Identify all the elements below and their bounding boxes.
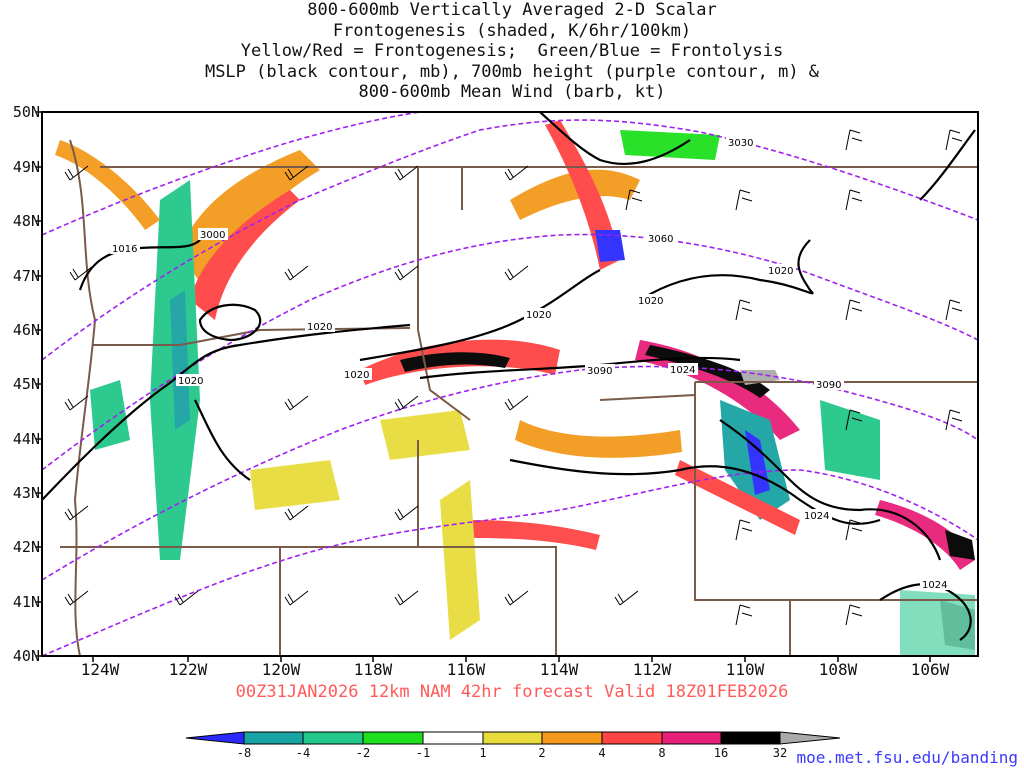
colorbar-segment xyxy=(185,731,245,745)
colorbar-tick: 2 xyxy=(538,746,546,760)
mslp-label: 1020 xyxy=(768,266,793,277)
height-label: 3060 xyxy=(648,234,673,245)
colorbar-tick: 8 xyxy=(658,746,666,760)
lat-label: 40N xyxy=(12,647,40,665)
lon-label: 124W xyxy=(80,660,120,679)
colorbar-segment xyxy=(779,731,841,745)
lat-label: 50N xyxy=(12,103,40,121)
axis-ticks xyxy=(36,111,931,662)
colorbar-tick: -1 xyxy=(415,746,431,760)
colorbar-segment xyxy=(661,731,722,745)
colorbar-segment xyxy=(720,731,781,745)
lat-label: 46N xyxy=(12,321,40,339)
colorbar-segment xyxy=(362,731,424,745)
colorbar-tick: 1 xyxy=(479,746,487,760)
title-line-1: 800-600mb Vertically Averaged 2-D Scalar xyxy=(307,0,717,20)
lat-label: 45N xyxy=(12,375,40,393)
mslp-label: 1024 xyxy=(670,365,695,376)
colorbar-tick: -8 xyxy=(236,746,252,760)
credit-link[interactable]: moe.met.fsu.edu/banding xyxy=(796,748,1018,767)
lat-label: 44N xyxy=(12,430,40,448)
height-contours xyxy=(42,112,978,656)
lat-label: 49N xyxy=(12,158,40,176)
mslp-label: 1020 xyxy=(307,322,332,333)
colorbar-segment xyxy=(422,731,484,745)
colorbar-segment xyxy=(601,731,663,745)
mslp-label: 1020 xyxy=(344,370,369,381)
height-label: 3030 xyxy=(728,138,753,149)
title-line-5: 800-600mb Mean Wind (barb, kt) xyxy=(358,82,666,102)
height-label: 3000 xyxy=(200,230,225,241)
lon-label: 108W xyxy=(818,660,858,679)
colorbar-segment xyxy=(482,731,543,745)
lon-label: 116W xyxy=(446,660,486,679)
colorbar-tick: 16 xyxy=(713,746,729,760)
lon-label: 118W xyxy=(353,660,393,679)
colorbar-tick: -2 xyxy=(355,746,371,760)
colorbar-tick: -4 xyxy=(295,746,311,760)
lat-label: 43N xyxy=(12,484,40,502)
colorbar-segment xyxy=(541,731,603,745)
lat-label: 48N xyxy=(12,212,40,230)
colorbar-tick: 32 xyxy=(772,746,788,760)
lon-label: 110W xyxy=(725,660,765,679)
title-line-3: Yellow/Red = Frontogenesis; Green/Blue =… xyxy=(240,41,784,61)
lon-label: 120W xyxy=(261,660,301,679)
title-line-4: MSLP (black contour, mb), 700mb height (… xyxy=(204,61,820,82)
forecast-caption: 00Z31JAN2026 12km NAM 42hr forecast Vali… xyxy=(235,682,789,702)
mslp-contours xyxy=(42,112,976,641)
wind-barbs xyxy=(64,129,963,626)
lon-label: 122W xyxy=(168,660,208,679)
colorbar-segment xyxy=(243,731,304,745)
colorbar-segment xyxy=(302,731,364,745)
height-label: 3090 xyxy=(587,366,612,377)
title-line-2: Frontogenesis (shaded, K/6hr/100km) xyxy=(332,20,692,41)
lat-label: 47N xyxy=(12,267,40,285)
lon-label: 106W xyxy=(910,660,950,679)
lon-label: 114W xyxy=(539,660,579,679)
mslp-label: 1020 xyxy=(526,310,551,321)
height-label: 3090 xyxy=(816,380,841,391)
colorbar xyxy=(185,731,841,745)
mslp-label: 1020 xyxy=(638,296,663,307)
mslp-label: 1016 xyxy=(112,244,137,255)
colorbar-tick: 4 xyxy=(598,746,606,760)
contour-labels: 1016 1020 1020 1020 1020 1020 1020 1024 … xyxy=(110,136,950,591)
lon-label: 112W xyxy=(632,660,672,679)
lat-label: 41N xyxy=(12,593,40,611)
map-title: 800-600mb Vertically Averaged 2-D Scalar… xyxy=(0,0,1024,103)
map-plot-area: 1016 1020 1020 1020 1020 1020 1020 1024 … xyxy=(42,112,978,656)
mslp-label: 1024 xyxy=(804,511,829,522)
mslp-label: 1024 xyxy=(922,580,947,591)
lat-label: 42N xyxy=(12,538,40,556)
mslp-label: 1020 xyxy=(178,376,203,387)
